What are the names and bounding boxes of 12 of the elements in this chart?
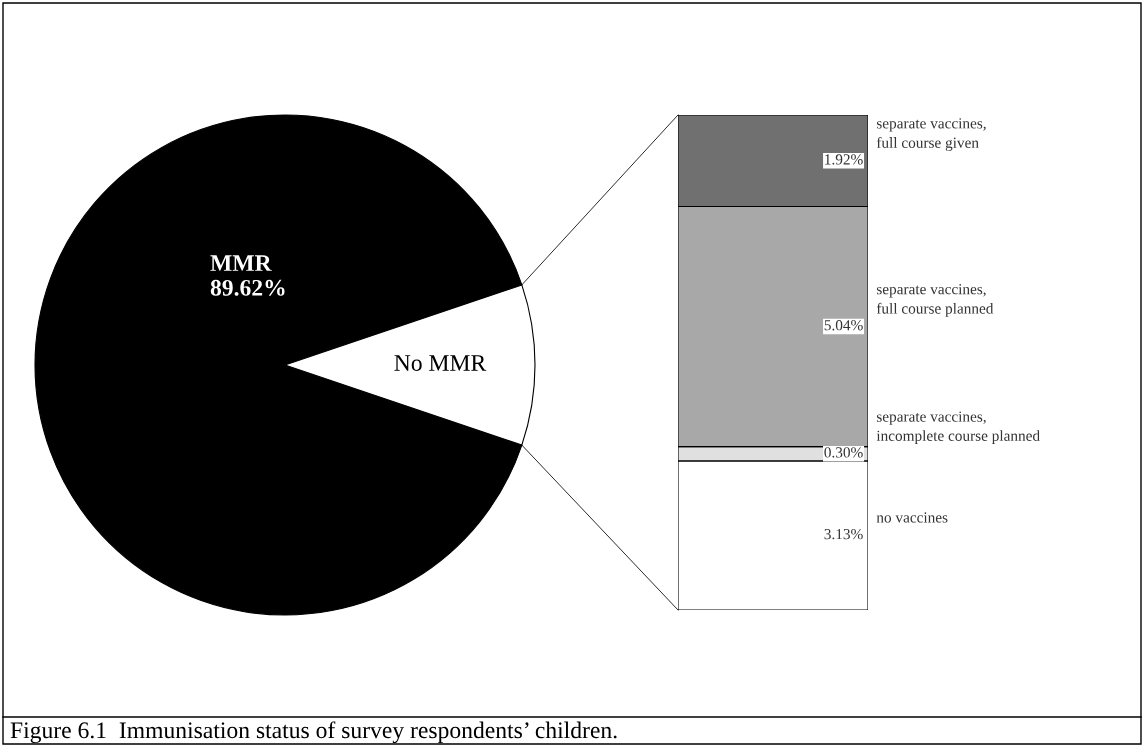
slice-label: No MMR [394, 355, 487, 371]
data-label: 5.04% [824, 320, 863, 331]
data-label: 3.13% [824, 528, 863, 540]
series-label: separate vaccines, incomplete course planned [876, 411, 1040, 445]
series-label: no vaccines [876, 512, 948, 523]
data-label: 89.62% [210, 279, 285, 296]
data-label: 1.92% [825, 154, 863, 165]
text: Figure 6.1 Immunisation status of survey respondents’ children. [10, 721, 617, 744]
slice-label: MMR [210, 255, 272, 271]
series-label: separate vaccines, full course planned [876, 284, 994, 317]
series-label: separate vaccines, full course given [876, 118, 986, 152]
data-label: 0.30% [824, 447, 863, 458]
